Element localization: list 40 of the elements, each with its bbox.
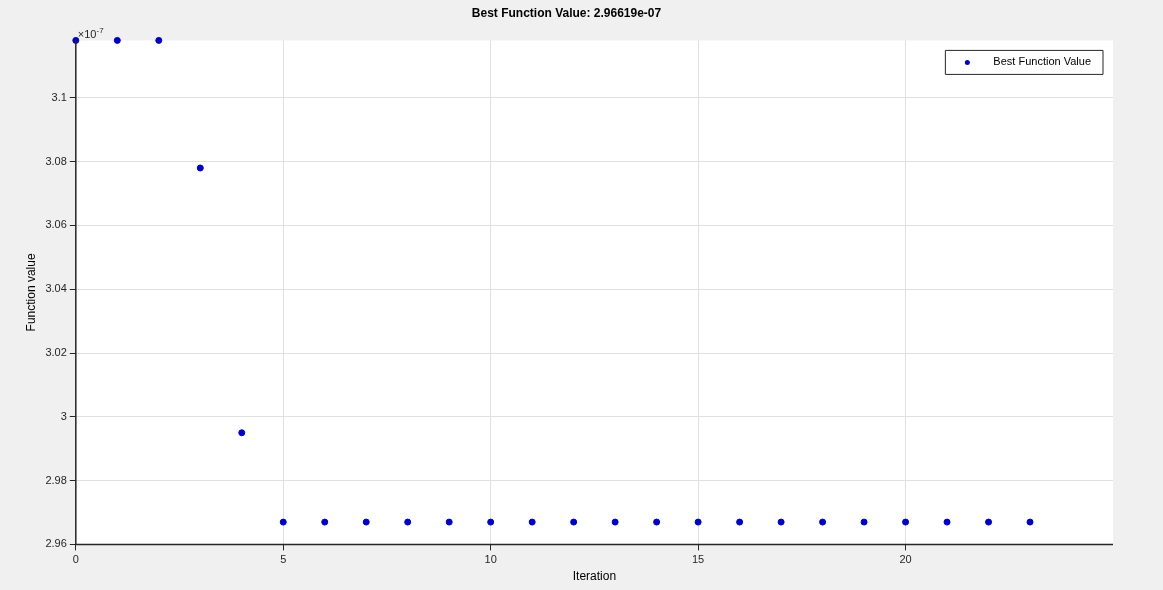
y-tick-label: 2.96: [45, 537, 67, 550]
point: [445, 518, 453, 526]
x-tick-label: 15: [692, 553, 705, 566]
point: [196, 164, 204, 172]
point: [943, 518, 951, 526]
point: [279, 518, 287, 526]
point: [777, 518, 785, 526]
point: [1026, 518, 1034, 526]
y-tick-label: 3.02: [45, 346, 67, 359]
point: [736, 518, 744, 526]
point: [528, 518, 536, 526]
point: [694, 518, 702, 526]
point: [113, 36, 121, 44]
point: [487, 518, 495, 526]
x-tick-label: 20: [899, 553, 912, 566]
y-tick-label: 3: [60, 409, 67, 422]
y-tick-label: 2.98: [45, 473, 67, 486]
point: [155, 36, 163, 44]
x-axis-title: Iteration: [572, 569, 617, 584]
y-tick-label: 3.04: [45, 282, 67, 295]
point: [321, 518, 329, 526]
point: [902, 518, 910, 526]
text: Best Function Value: [993, 55, 1092, 68]
point: [611, 518, 619, 526]
point: [653, 518, 661, 526]
point: [404, 518, 412, 526]
point: [819, 518, 827, 526]
point: [238, 429, 246, 437]
point: [860, 518, 868, 526]
point: [362, 518, 370, 526]
y-axis-title: Function value: [23, 253, 38, 332]
point: [985, 518, 993, 526]
chart-title: Best Function Value: 2.96619e-07: [471, 5, 662, 20]
point: [570, 518, 578, 526]
x-tick-label: 10: [484, 553, 497, 566]
y-tick-label: 3.1: [51, 90, 67, 103]
y-tick-label: 3.06: [45, 218, 67, 231]
x-tick-label: 0: [72, 553, 79, 566]
x-tick-label: 5: [280, 553, 287, 566]
y-tick-label: 3.08: [45, 154, 67, 167]
